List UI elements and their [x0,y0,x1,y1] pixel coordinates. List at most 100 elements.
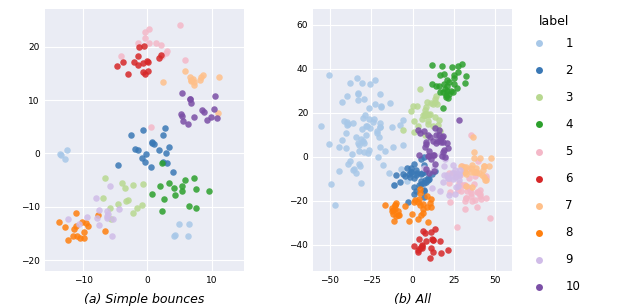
Point [413,217,424,221]
Point [438,140,448,145]
Point [373,155,383,160]
Point [456,164,466,168]
Point [354,143,364,148]
Point [418,207,428,212]
Point [349,167,360,172]
Point [198,72,208,77]
Point [390,202,400,207]
Point [397,128,408,133]
Point [419,187,429,192]
Point [398,118,408,123]
Point [428,172,438,176]
Point [406,170,416,175]
Point [486,155,496,160]
Point [354,148,364,153]
Point [363,151,373,156]
Point [428,238,438,243]
Point [438,81,449,86]
Point [438,134,448,139]
Point [444,192,454,197]
Point [459,165,469,170]
Point [116,53,127,58]
Point [477,173,487,178]
Point [339,118,349,123]
Point [435,90,445,95]
Point [147,140,157,144]
Point [405,175,415,180]
Point [422,193,433,198]
Point [177,113,187,118]
Point [475,193,485,198]
Point [356,137,366,142]
Point [177,188,187,193]
Text: 6: 6 [565,172,573,185]
Point [443,95,453,100]
Point [426,205,436,210]
Point [154,148,164,153]
Point [186,79,196,83]
Point [92,213,102,217]
Point [415,156,426,161]
Point [353,98,363,103]
Point [138,70,148,75]
Point [371,128,381,133]
Point [435,73,445,78]
Point [452,225,463,229]
Point [411,188,421,193]
Point [409,244,419,249]
Point [428,250,438,255]
Point [168,169,178,174]
Point [426,101,436,106]
Point [466,193,476,198]
Point [468,135,478,140]
Point [161,160,172,165]
Point [481,173,491,178]
Point [342,120,352,125]
Point [365,126,376,131]
Point [406,170,416,175]
Point [447,162,458,167]
Point [469,170,479,175]
Point [413,123,423,128]
Point [429,126,440,131]
Point [428,153,438,158]
Point [398,171,408,176]
Point [436,153,447,158]
Point [106,217,116,221]
Point [180,69,190,74]
Point [316,124,326,129]
Point [419,162,429,167]
Point [408,104,418,109]
Point [474,156,484,161]
Point [342,94,352,99]
Point [79,230,90,235]
Point [100,229,110,233]
Point [454,172,464,177]
Point [337,138,348,143]
Point [422,153,433,158]
Point [364,148,374,152]
Point [383,171,394,176]
Point [94,207,104,212]
Point [412,104,422,109]
Point [364,116,374,121]
Point [145,26,155,31]
Point [468,181,479,186]
Point [418,229,428,233]
Point [481,178,491,183]
Point [427,185,437,190]
Point [436,63,447,68]
Point [113,162,123,167]
Point [439,172,449,177]
Point [467,163,477,168]
Point [396,167,406,172]
Point [417,243,427,248]
Point [420,170,430,175]
Point [161,51,171,55]
Text: label: label [539,15,569,28]
Point [396,179,406,184]
Point [70,210,81,215]
Point [147,140,157,145]
Point [388,211,398,216]
Point [417,245,427,250]
